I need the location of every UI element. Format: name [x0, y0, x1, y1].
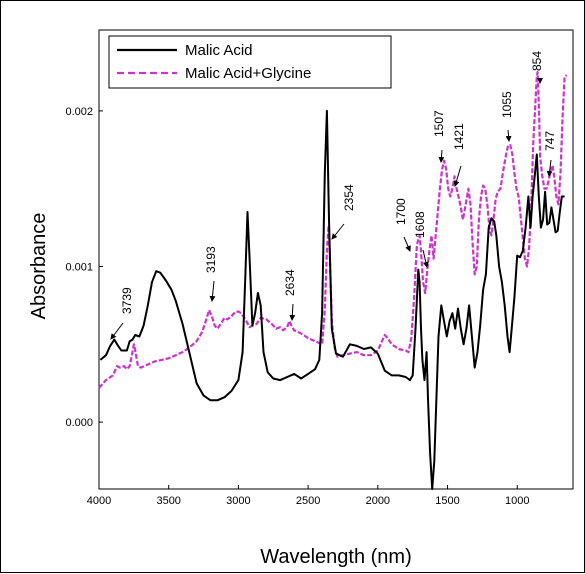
legend-box — [108, 35, 392, 89]
annotation-arrow — [209, 280, 216, 302]
annotation-layer: 3739 3193 2634 2354 1700 1608 1507 1421 1055 854 7… — [110, 51, 557, 340]
y-tick-label: 0.002 — [65, 106, 93, 118]
annotation-arrow — [453, 165, 462, 187]
annotation-arrow — [438, 149, 445, 163]
series-layer — [98, 70, 568, 490]
y-tick-label: 0.000 — [65, 417, 93, 429]
legend-label-malic-acid-glycine: Malic Acid+Glycine — [185, 65, 311, 82]
annotation-arrow — [403, 236, 411, 252]
x-tick-label: 2500 — [296, 495, 320, 507]
x-tick-label: 2000 — [366, 495, 390, 507]
annotation-label: 1507 — [432, 110, 446, 137]
x-tick-label: 3000 — [226, 495, 250, 507]
annotation-label: 747 — [543, 131, 557, 151]
x-tick-label: 1500 — [435, 495, 459, 507]
annotation-label: 1421 — [452, 123, 466, 150]
plot-area — [98, 29, 574, 490]
y-axis-label: Absorbance — [28, 213, 50, 320]
annotation-label: 1700 — [394, 198, 408, 225]
series-line-malic-acid-glycine — [98, 70, 568, 389]
annotation-label: 1055 — [500, 91, 514, 118]
annotation-label: 854 — [530, 51, 544, 71]
y-tick-label: 0.001 — [65, 262, 93, 274]
x-tick-label: 1000 — [505, 495, 529, 507]
annotation-arrow — [422, 249, 429, 268]
annotation-arrow — [331, 223, 345, 240]
annotation-label: 1608 — [413, 211, 427, 238]
x-tick-label: 4000 — [87, 495, 111, 507]
annotation-label: 2634 — [283, 269, 297, 296]
annotation-label: 3193 — [204, 246, 218, 273]
annotation-label: 2354 — [342, 184, 356, 211]
series-line-malic-acid — [99, 109, 565, 490]
annotation-arrow — [289, 303, 296, 321]
legend-label-malic-acid: Malic Acid — [185, 42, 253, 59]
legend: Malic Acid Malic Acid+Glycine — [108, 35, 392, 89]
x-axis-label: Wavelength (nm) — [260, 546, 412, 568]
y-axis: 0.000 0.001 0.002 — [65, 106, 103, 429]
annotation-arrow — [546, 159, 553, 177]
annotation-arrow — [505, 129, 512, 142]
x-axis: 4000 3500 3000 2500 2000 1500 1000 — [87, 485, 529, 507]
annotation-label: 3739 — [120, 287, 134, 314]
x-tick-label: 3500 — [156, 495, 180, 507]
annotation-arrow — [110, 322, 124, 340]
